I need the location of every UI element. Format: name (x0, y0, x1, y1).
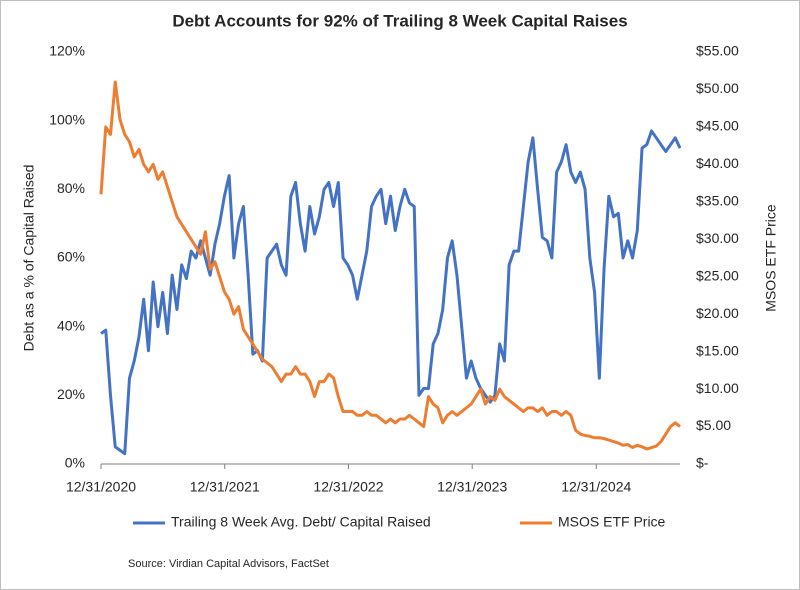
y2-axis-title: MSOS ETF Price (763, 204, 779, 312)
y2-tick-label: $10.00 (696, 380, 739, 396)
y-tick-label: 120% (49, 43, 85, 59)
y-tick-label: 60% (57, 249, 85, 265)
y2-tick-label: $40.00 (696, 155, 739, 171)
y2-tick-label: $20.00 (696, 305, 739, 321)
y-tick-label: 100% (49, 111, 85, 127)
series-line (100, 129, 682, 456)
y-tick-label: 80% (57, 180, 85, 196)
y2-tick-label: $5.00 (696, 417, 731, 433)
y2-tick-label: $45.00 (696, 118, 739, 134)
x-tick-label: 12/31/2021 (190, 479, 260, 495)
y2-tick-label: $25.00 (696, 267, 739, 283)
y2-tick-label: $35.00 (696, 193, 739, 209)
source-note: Source: Virdian Capital Advisors, FactSe… (128, 558, 329, 570)
x-tick-label: 12/31/2023 (437, 479, 507, 495)
y2-tick-label: $- (696, 455, 709, 471)
series-line (99, 80, 681, 451)
legend-label: MSOS ETF Price (558, 514, 666, 530)
y-tick-label: 20% (57, 386, 85, 402)
y2-tick-label: $55.00 (696, 43, 739, 59)
y-tick-label: 0% (65, 455, 85, 471)
y2-tick-label: $50.00 (696, 80, 739, 96)
legend-label: Trailing 8 Week Avg. Debt/ Capital Raise… (171, 514, 431, 530)
y2-tick-label: $15.00 (696, 342, 739, 358)
y-axis-title: Debt as a % of Capital Raised (21, 165, 37, 352)
y-tick-label: 40% (57, 317, 85, 333)
x-tick-label: 12/31/2020 (66, 479, 136, 495)
y2-tick-label: $30.00 (696, 230, 739, 246)
x-tick-label: 12/31/2022 (313, 479, 383, 495)
chart-title: Debt Accounts for 92% of Trailing 8 Week… (172, 11, 627, 30)
x-tick-label: 12/31/2024 (561, 479, 631, 495)
